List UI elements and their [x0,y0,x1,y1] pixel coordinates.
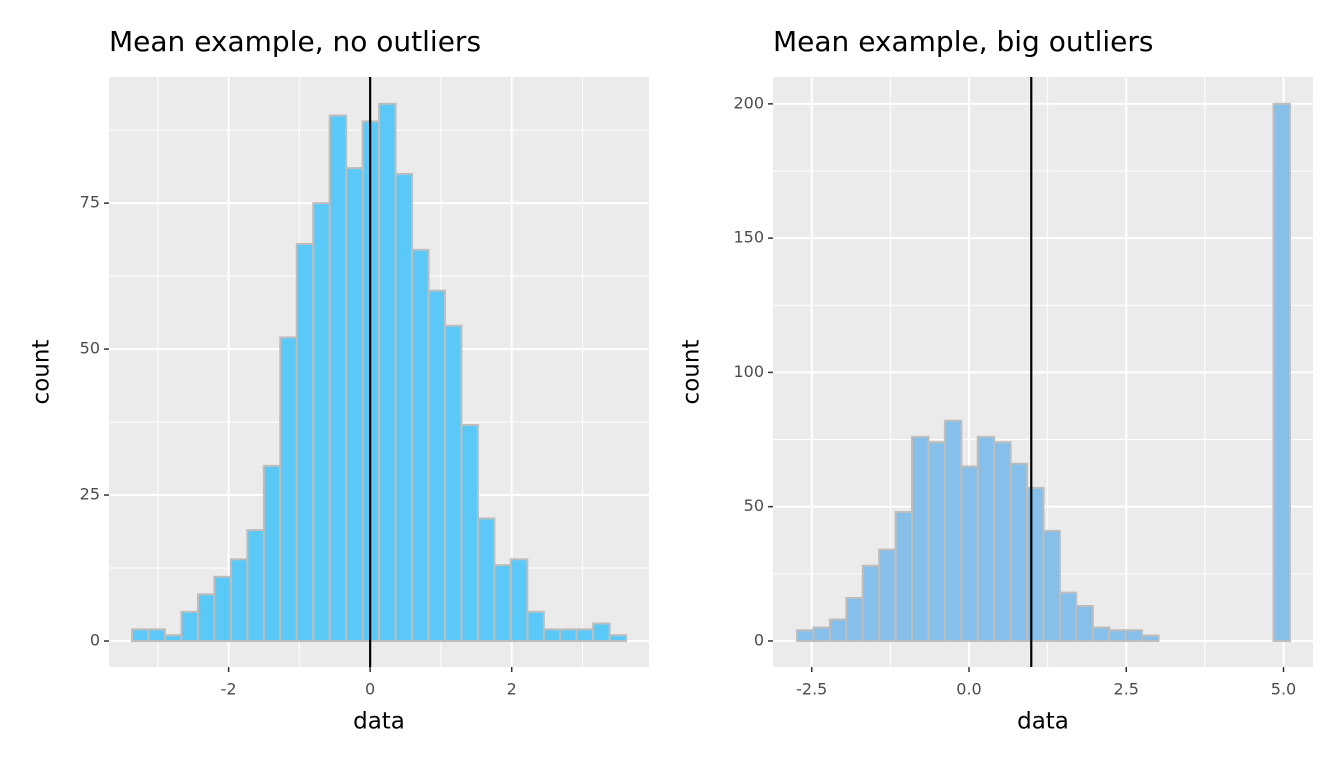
bar [592,622,611,643]
bar [328,114,348,643]
bar [1272,102,1291,642]
x-tick-label: 5.0 [1271,680,1296,699]
bar [1075,605,1094,642]
bar [1026,486,1045,642]
bar [812,626,831,642]
y-tick-label: 25 [80,485,100,504]
bar [861,564,881,642]
bar [1124,629,1144,642]
bar [796,629,815,642]
bar [147,628,166,643]
bar [213,575,232,643]
x-axis-title: data [1017,709,1069,735]
bar [262,464,282,643]
bar [279,336,298,643]
x-tick-label: 2 [507,680,517,699]
y-axis-title: count [29,340,55,405]
bar [960,465,979,642]
bar [845,596,864,642]
y-tick-label: 150 [733,228,764,247]
bar [509,558,529,643]
y-tick-label: 75 [80,193,100,212]
panel: 0 25 50 75 -2 0 2 Mean example, no outliers data… [29,25,649,735]
bar [246,529,265,643]
bar [312,202,331,643]
y-tick-label: 100 [733,362,764,381]
bar [460,423,479,643]
bar [295,242,315,643]
bar [542,628,562,643]
bar [229,558,249,643]
bar [196,593,216,643]
bar [1009,462,1029,642]
bar [559,628,578,643]
bar [411,248,430,643]
bar [526,610,545,643]
bar [1058,591,1078,642]
bar [180,610,199,643]
y-tick-label: 50 [80,339,100,358]
bar [394,172,414,643]
bar [493,564,512,643]
bar [131,628,150,643]
x-tick-label: -2 [221,680,237,699]
bar [1108,629,1127,642]
y-tick-label: 200 [733,93,764,112]
bar [993,441,1012,642]
y-axis-title: count [679,340,705,405]
bar [1091,626,1111,642]
chart-title: Mean example, big outliers [773,25,1153,58]
y-tick-label: 0 [754,630,764,649]
bar [943,419,963,642]
bar [476,517,496,643]
bar [828,618,848,642]
bar [575,628,595,643]
x-tick-label: 2.5 [1114,680,1139,699]
bar [345,167,364,643]
bar [443,324,463,643]
bar [927,441,946,642]
chart-title: Mean example, no outliers [109,25,481,58]
bar [878,548,897,642]
y-tick-label: 0 [90,631,100,650]
bar [608,634,628,643]
panel: 0 50 100 150 200 -2.5 0.0 2.5 5.0 Mean example, b… [679,25,1313,735]
x-axis-title: data [353,709,405,735]
bar [378,102,397,643]
bar [163,634,183,643]
x-tick-label: 0 [365,680,375,699]
bar [894,511,914,642]
bar [427,289,446,643]
bar [911,435,930,642]
y-tick-label: 50 [744,496,764,515]
x-tick-label: -2.5 [796,680,827,699]
bar [1141,634,1160,642]
x-tick-label: 0.0 [956,680,981,699]
bar [976,435,996,642]
bar [1042,529,1061,642]
